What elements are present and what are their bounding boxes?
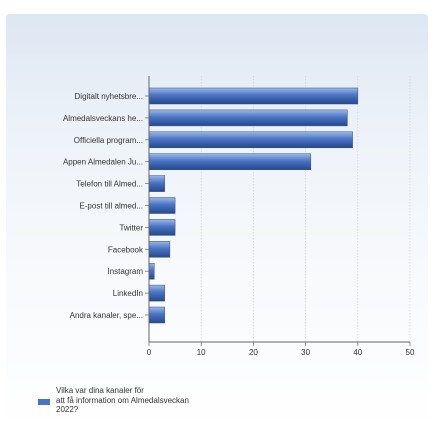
x-tick-labels: 0 10 20 30 40 50 (147, 348, 415, 357)
x-tick-label: 0 (147, 348, 152, 357)
legend-line-2: att få information om Almedalsveckan (56, 395, 189, 405)
bar (148, 219, 176, 236)
bar (148, 153, 312, 170)
x-tick-label: 40 (353, 348, 362, 357)
bar (148, 262, 155, 280)
category-label: Facebook (108, 245, 144, 254)
legend-swatch (38, 399, 50, 405)
x-tick-label: 20 (249, 348, 258, 357)
x-tick-label: 50 (406, 348, 415, 357)
grid-lines (200, 76, 411, 342)
category-label: Instagram (107, 267, 143, 276)
bar (148, 284, 165, 302)
category-label: Andra kanaler, spe... (70, 311, 143, 320)
category-labels: Digitalt nyhetsbre... Almedalsveckans he.… (63, 92, 144, 320)
category-label: Appen Almedalen Ju... (63, 158, 143, 167)
bar (148, 109, 348, 127)
category-label: LinkedIn (113, 289, 143, 298)
bar (148, 131, 353, 149)
x-tick-label: 10 (197, 348, 206, 357)
category-label: Officiella program... (74, 136, 143, 145)
axes (145, 76, 411, 346)
category-label: Digitalt nyhetsbre... (75, 92, 143, 101)
legend-label: Vilka var dina kanaler för att få inform… (56, 386, 266, 415)
x-tick-label: 30 (301, 348, 310, 357)
bar (148, 197, 176, 214)
category-label: Almedalsveckans he... (63, 114, 143, 123)
legend-line-3: 2022? (56, 405, 79, 414)
legend-line-1: Vilka var dina kanaler för (56, 386, 144, 395)
bar (148, 241, 171, 258)
category-label: Twitter (119, 223, 143, 232)
bar (148, 306, 165, 324)
category-label: E-post till almed... (79, 202, 143, 211)
bar (148, 175, 165, 192)
category-label: Telefon till Almed... (76, 180, 143, 189)
bar (148, 87, 359, 105)
